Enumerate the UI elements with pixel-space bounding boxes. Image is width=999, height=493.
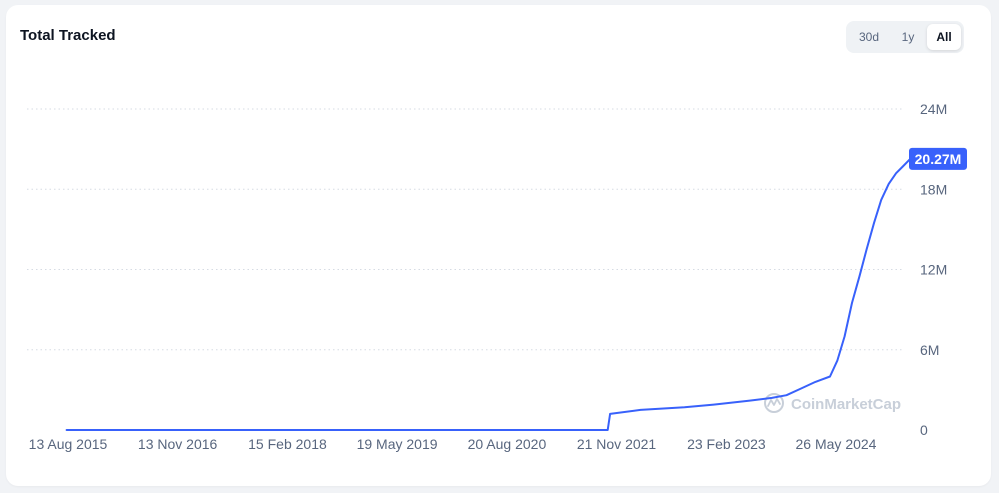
- x-tick-label: 13 Aug 2015: [29, 436, 108, 452]
- x-axis: 13 Aug 2015 13 Nov 2016 15 Feb 2018 19 May …: [29, 436, 877, 452]
- last-value-label: 20.27M: [915, 151, 962, 167]
- x-tick-label: 19 May 2019: [357, 436, 438, 452]
- watermark-text: CoinMarketCap: [791, 396, 901, 413]
- x-tick-label: 26 May 2024: [796, 436, 877, 452]
- y-tick-label: 18M: [920, 181, 947, 197]
- y-tick-label: 0: [920, 422, 928, 438]
- range-all-button[interactable]: All: [927, 24, 961, 50]
- y-tick-label: 6M: [920, 342, 939, 358]
- series: [65, 157, 912, 431]
- y-tick-label: 24M: [920, 101, 947, 117]
- x-tick-label: 13 Nov 2016: [138, 436, 218, 452]
- series-line: [65, 157, 912, 431]
- y-tick-label: 12M: [920, 262, 947, 278]
- range-toggle: 30d 1y All: [846, 21, 964, 53]
- range-1y-button[interactable]: 1y: [901, 30, 915, 44]
- watermark: CoinMarketCap: [764, 393, 901, 413]
- range-30d-button[interactable]: 30d: [858, 30, 880, 44]
- coinmarketcap-logo-icon: [764, 393, 784, 413]
- last-value-marker: 20.27M: [909, 147, 967, 170]
- x-tick-label: 21 Nov 2021: [577, 436, 657, 452]
- chart-card: [6, 5, 991, 486]
- grid-lines: [27, 108, 903, 351]
- x-tick-label: 20 Aug 2020: [468, 436, 547, 452]
- x-tick-label: 23 Feb 2023: [687, 436, 766, 452]
- chart-title: Total Tracked: [20, 27, 116, 44]
- y-axis: 0 6M 12M 18M 24M: [920, 101, 947, 438]
- x-tick-label: 15 Feb 2018: [248, 436, 327, 452]
- last-value-badge: [909, 147, 967, 170]
